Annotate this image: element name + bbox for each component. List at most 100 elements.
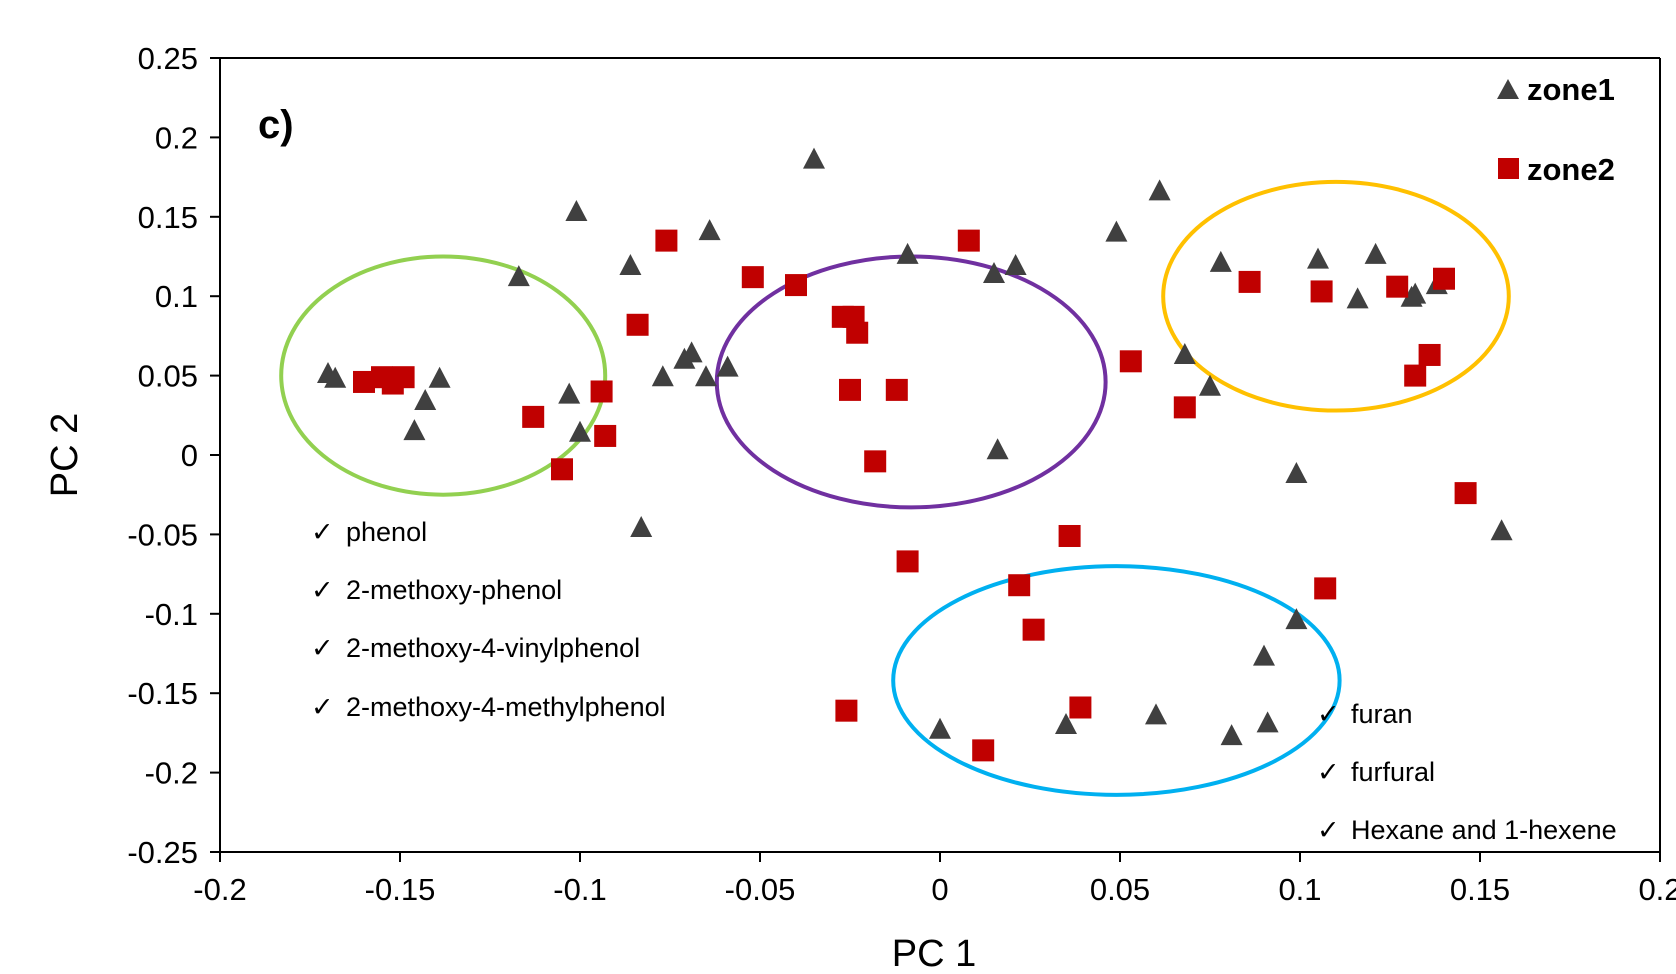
cluster-ellipse [1161, 179, 1511, 413]
zone2-point [846, 321, 869, 344]
annotation-hexane-and-1-hexene: Hexane and 1-hexene [1351, 815, 1617, 845]
right-annotation: ✓ furan ✓ furfural ✓ Hexane and 1-hexene [1317, 699, 1617, 845]
x-tick-label: -0.05 [725, 872, 796, 907]
zone2-point [626, 313, 649, 336]
zone2-point [353, 370, 375, 393]
legend-zone2-label: zone2 [1527, 152, 1615, 187]
zone1-point [1285, 462, 1308, 484]
zone2-point [1310, 280, 1333, 303]
x-tick-label: 0.2 [1638, 872, 1676, 907]
zone2-point [885, 378, 908, 401]
annotation-furfural: furfural [1351, 757, 1435, 787]
zone1-point [403, 419, 426, 441]
zone1-point [1220, 724, 1243, 746]
cluster-ellipse [714, 254, 1108, 510]
zone1-point [680, 341, 703, 363]
zone2-point [1418, 343, 1441, 366]
check-icon: ✓ [311, 633, 334, 663]
zone2-point [522, 405, 545, 428]
zone1-point [1256, 711, 1279, 733]
zone2-point [957, 229, 980, 252]
y-tick-label: -0.15 [127, 676, 198, 711]
zone2-point [1069, 696, 1092, 719]
zone1-point [651, 365, 674, 387]
y-tick-label: -0.2 [145, 756, 198, 791]
annotation-2-methoxy-4-vinylphenol: 2-methoxy-4-vinylphenol [346, 633, 640, 663]
zone1-point [1209, 250, 1232, 272]
zone2-point [1454, 482, 1477, 505]
annotation-2-methoxy-4-methylphenol: 2-methoxy-4-methylphenol [346, 692, 666, 722]
zone2-point [594, 424, 617, 447]
y-tick-label: 0 [181, 438, 198, 473]
zone2-point [972, 739, 995, 762]
y-tick-label: 0.15 [138, 200, 198, 235]
legend: zone1 zone2 [1497, 72, 1615, 187]
zone1-point [428, 366, 451, 388]
y-tick-label: 0.1 [155, 279, 198, 314]
zone1-point [1145, 703, 1167, 725]
zone2-point [1238, 270, 1261, 293]
zone2-point [1386, 275, 1409, 298]
y-tick-label: -0.1 [145, 597, 198, 632]
legend-zone1-label: zone1 [1527, 72, 1615, 107]
zone1-point [1173, 342, 1196, 364]
zone2-point [864, 450, 887, 473]
x-tick-label: 0.05 [1090, 872, 1150, 907]
zone1-point [1055, 712, 1077, 734]
annotation-2-methoxy-phenol: 2-methoxy-phenol [346, 575, 562, 605]
zone1-point [716, 355, 739, 377]
zone2-point [551, 458, 573, 481]
y-tick-label: 0.05 [138, 359, 198, 394]
zone1-point [983, 261, 1005, 283]
x-tick-label: 0 [931, 872, 948, 907]
y-tick-label: 0.2 [155, 120, 198, 155]
zone1-point [324, 366, 347, 388]
zone1-point [929, 717, 951, 739]
zone2-point [741, 266, 764, 289]
zone2-point [392, 366, 415, 389]
zone1-point [695, 365, 717, 387]
y-tick-label: 0.25 [138, 41, 198, 76]
zone1-point [565, 200, 588, 222]
zone1-point [1490, 519, 1513, 541]
zone2-point [839, 378, 861, 401]
data-points [317, 147, 1513, 762]
zone1-point [1346, 287, 1369, 309]
x-tick-label: -0.2 [193, 872, 246, 907]
zone2-point [1433, 267, 1455, 290]
zone1-point [1199, 374, 1221, 396]
zone1-point [558, 382, 581, 404]
check-icon: ✓ [1317, 757, 1340, 787]
zone1-point [569, 420, 591, 442]
zone2-point [785, 274, 807, 297]
zone1-point [1148, 179, 1171, 201]
annotation-phenol: phenol [346, 517, 427, 547]
zone1-point [414, 389, 437, 411]
check-icon: ✓ [311, 575, 334, 605]
zone2-point [1404, 364, 1427, 387]
zone1-point [1105, 220, 1128, 242]
legend-zone2-marker [1498, 158, 1519, 179]
zone1-point [803, 147, 825, 169]
x-tick-label: -0.15 [365, 872, 436, 907]
x-tick-label: 0.15 [1450, 872, 1510, 907]
check-icon: ✓ [311, 517, 334, 547]
zone1-point [619, 254, 642, 276]
zone1-point [1004, 254, 1027, 276]
y-tick-label: -0.05 [127, 517, 198, 552]
zone2-point [590, 380, 613, 403]
zone1-point [698, 219, 721, 241]
x-tick-label: -0.1 [553, 872, 606, 907]
check-icon: ✓ [311, 692, 334, 722]
annotation-furan: furan [1351, 699, 1413, 729]
zone1-point [507, 265, 530, 287]
axis-ticks: -0.2 -0.15 -0.1 -0.05 0 0.05 0.1 0.15 0.2 0.25 0.2… [127, 41, 1676, 907]
y-tick-label: -0.25 [127, 835, 198, 870]
zone2-point [655, 229, 678, 252]
zone1-point [1253, 644, 1275, 666]
zone1-point [1285, 608, 1308, 630]
x-tick-label: 0.1 [1278, 872, 1321, 907]
zone2-point [1058, 524, 1081, 547]
zone2-point [1173, 396, 1196, 419]
check-icon: ✓ [1317, 815, 1340, 845]
